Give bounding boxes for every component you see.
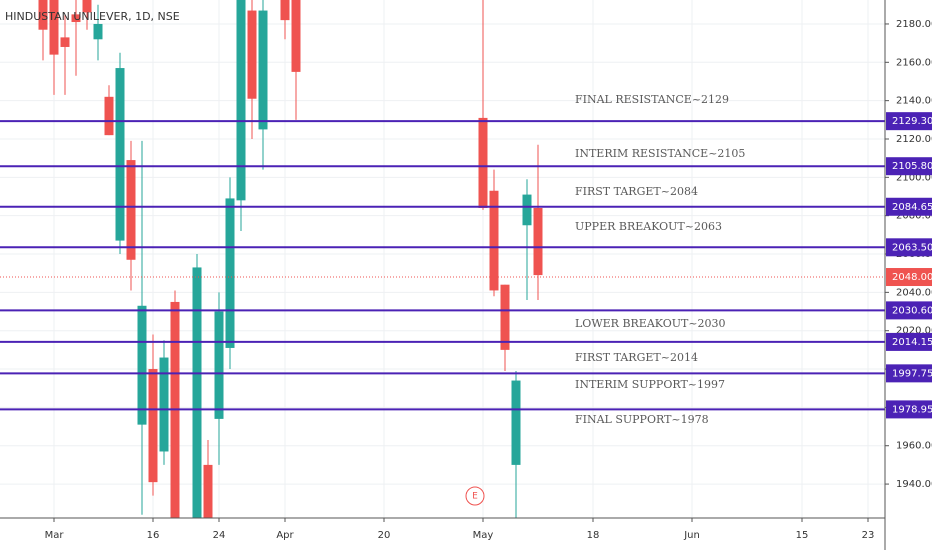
candle-body — [148, 369, 158, 483]
level-label: 2105.80 — [892, 161, 932, 172]
candle-body — [104, 96, 114, 136]
x-tick-label: Jun — [683, 530, 700, 541]
y-tick-label: 1940.00 — [896, 479, 932, 490]
level-label-box — [886, 238, 932, 257]
candle-body — [203, 464, 213, 518]
x-tick-label: Mar — [45, 530, 65, 541]
annotation: UPPER BREAKOUT~2063 — [575, 220, 722, 233]
level-label: 2014.15 — [892, 337, 932, 348]
y-tick-label: 2180.00 — [896, 19, 932, 30]
level-label-box — [886, 197, 932, 216]
earnings-marker — [465, 486, 485, 506]
annotation: INTERIM SUPPORT~1997 — [575, 378, 725, 391]
overlay: FINAL RESISTANCE~2129 INTERIM RESISTANCE~… — [0, 93, 885, 506]
level-label: 1997.75 — [892, 368, 932, 379]
candle-body — [291, 0, 301, 72]
candle-body — [192, 267, 202, 518]
candle-body — [137, 305, 147, 425]
y-tick-label: 2080.00 — [896, 211, 932, 222]
candle-body — [533, 208, 543, 276]
chart-title: HINDUSTAN UNILEVER, 1D, NSE — [5, 10, 180, 23]
y-tick-label: 2040.00 — [896, 287, 932, 298]
x-tick-label: 15 — [796, 530, 809, 541]
level-label-box — [886, 157, 932, 176]
level-label-box — [886, 301, 932, 320]
level-label: 1978.95 — [892, 404, 932, 415]
level-label: 2129.30 — [892, 116, 932, 127]
level-label-box — [886, 364, 932, 383]
level-label-box — [886, 400, 932, 419]
x-tick-label: 20 — [378, 530, 391, 541]
candle-body — [478, 117, 488, 209]
candle-body — [236, 0, 246, 201]
candle-body — [60, 37, 70, 47]
candle-body — [126, 160, 136, 260]
candle-body — [258, 10, 268, 130]
candle-body — [38, 0, 48, 30]
candle-body — [170, 301, 180, 518]
candle-body — [511, 380, 521, 465]
candle-body — [225, 198, 235, 348]
y-tick-label: 2020.00 — [896, 326, 932, 337]
candle-body — [214, 311, 224, 419]
annotation: FINAL SUPPORT~1978 — [575, 413, 709, 426]
x-tick-label: 16 — [147, 530, 160, 541]
y-tick-label: 2100.00 — [896, 172, 932, 183]
candle-body — [82, 0, 92, 13]
level-label: 2084.65 — [892, 202, 932, 213]
annotation: FIRST TARGET~2014 — [575, 351, 698, 364]
x-tick-label: 23 — [862, 530, 875, 541]
annotation: LOWER BREAKOUT~2030 — [575, 317, 726, 330]
earnings-marker-label: E — [472, 492, 478, 502]
candle-body — [489, 190, 499, 291]
y-tick-label: 2160.00 — [896, 57, 932, 68]
x-tick-label: 24 — [213, 530, 226, 541]
y-tick-label: 1960.00 — [896, 441, 932, 452]
grid — [0, 0, 885, 518]
candle-body — [247, 10, 257, 99]
candle-body — [93, 23, 103, 40]
candle-body — [71, 14, 81, 23]
level-label: 2030.60 — [892, 305, 932, 316]
x-tick-label: Apr — [276, 530, 294, 541]
annotation: FIRST TARGET~2084 — [575, 185, 698, 198]
candle-body — [500, 284, 510, 350]
x-tick-label: 18 — [587, 530, 600, 541]
level-label-box — [886, 112, 932, 131]
candle-body — [115, 68, 125, 241]
candle-body — [280, 0, 290, 21]
annotation: FINAL RESISTANCE~2129 — [575, 93, 729, 106]
candle-body — [522, 194, 532, 226]
candle-body — [49, 0, 59, 55]
x-tick-label: May — [473, 530, 494, 541]
last-price-box — [886, 268, 932, 287]
y-tick-label: 2140.00 — [896, 96, 932, 107]
y-tick-label: 2120.00 — [896, 134, 932, 145]
annotation: INTERIM RESISTANCE~2105 — [575, 147, 745, 160]
last-price-label: 2048.00 — [892, 272, 932, 283]
level-label-box — [886, 332, 932, 351]
candle-body — [159, 357, 169, 452]
level-label: 2063.50 — [892, 242, 932, 253]
